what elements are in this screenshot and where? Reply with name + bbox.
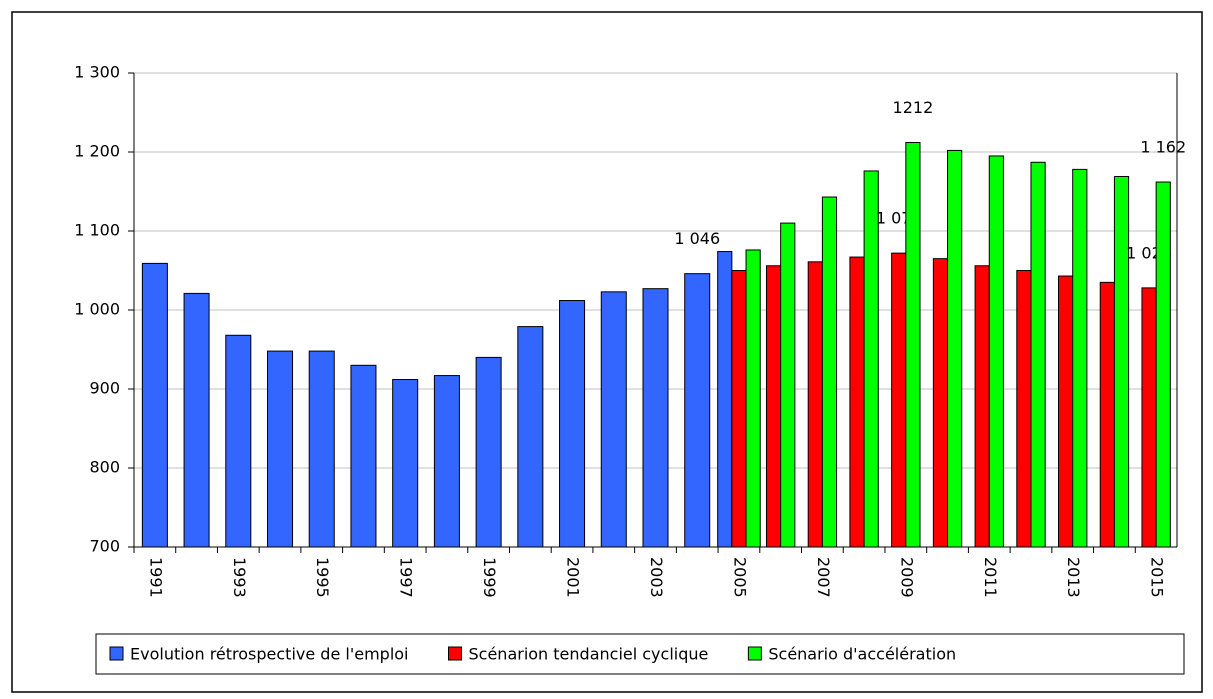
x-tick-label: 2015: [1148, 557, 1167, 598]
bar: [684, 273, 711, 548]
x-tick-label: 2007: [814, 557, 833, 598]
bar: [1099, 281, 1115, 548]
x-tick-label: 1995: [313, 557, 332, 598]
y-tick-label: 1 000: [74, 300, 120, 319]
bar: [308, 350, 335, 548]
y-tick-label: 1 300: [74, 63, 120, 82]
bar: [1058, 275, 1074, 548]
bar: [600, 291, 627, 548]
y-tick-label: 800: [89, 458, 120, 477]
bar: [780, 222, 796, 548]
x-tick-label: 2013: [1064, 557, 1083, 598]
bar: [1030, 161, 1046, 548]
x-tick-label: 1991: [146, 557, 165, 598]
bar: [517, 326, 544, 548]
bar: [1141, 287, 1157, 548]
bar: [891, 252, 907, 548]
bar: [821, 196, 838, 548]
x-tick-label: 1999: [480, 557, 499, 598]
y-tick-label: 1 100: [74, 221, 120, 240]
bar: [433, 375, 460, 548]
bar: [765, 265, 782, 548]
legend-swatch: [448, 646, 462, 661]
legend-label: Scénario d'accélération: [768, 645, 956, 664]
data-label: 1212: [893, 98, 934, 117]
bar: [974, 265, 990, 548]
x-tick-label: 2001: [564, 557, 583, 598]
legend-label: Evolution rétrospective de l'emploi: [130, 645, 409, 664]
legend: [95, 633, 1185, 675]
bar: [947, 149, 963, 548]
bar: [717, 251, 733, 548]
bar: [141, 262, 168, 548]
x-tick-label: 1993: [230, 557, 249, 598]
bar: [1155, 181, 1171, 548]
bar: [807, 261, 823, 548]
bar: [745, 249, 761, 548]
bar: [475, 356, 502, 548]
y-tick-label: 700: [89, 537, 120, 556]
y-tick-label: 900: [89, 379, 120, 398]
bar: [559, 300, 586, 548]
bar: [849, 256, 865, 548]
data-label: 1 046: [674, 229, 720, 248]
bar: [988, 155, 1004, 548]
x-tick-label: 2011: [981, 557, 1000, 598]
bar: [1016, 270, 1032, 548]
x-tick-label: 2009: [897, 557, 916, 598]
bar: [932, 258, 949, 548]
bar: [1072, 168, 1088, 548]
bar: [392, 379, 419, 548]
y-tick-label: 1 200: [74, 142, 120, 161]
bar: [1113, 175, 1130, 548]
bar: [350, 364, 377, 548]
bar: [642, 288, 669, 548]
bar: [183, 292, 210, 548]
x-tick-label: 2005: [730, 557, 749, 598]
legend-swatch: [747, 646, 762, 661]
legend-swatch: [109, 646, 124, 661]
bar: [267, 350, 294, 548]
data-label: 1 162: [1140, 138, 1186, 157]
bar: [225, 334, 252, 548]
bar: [905, 142, 921, 548]
x-tick-label: 2003: [647, 557, 666, 598]
bar: [731, 270, 747, 548]
legend-label: Scénarion tendanciel cyclique: [469, 645, 709, 664]
x-tick-label: 1997: [397, 557, 416, 598]
